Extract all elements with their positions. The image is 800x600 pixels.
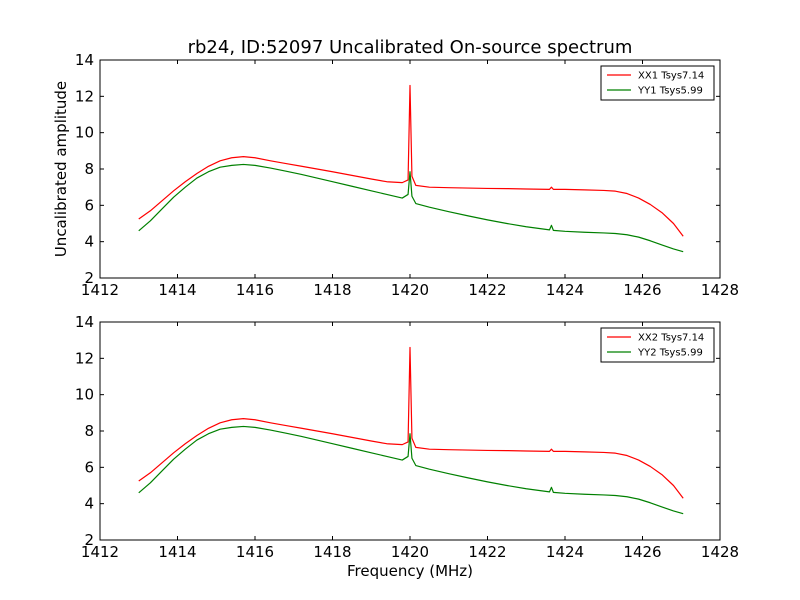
x-tick-label: 1422	[468, 543, 506, 561]
legend: XX2 Tsys7.14 YY2 Tsys5.99	[600, 327, 715, 363]
x-tick-label: 1414	[158, 281, 196, 299]
y-tick-label: 4	[84, 495, 94, 513]
y-tick-label: 6	[84, 458, 94, 476]
y-tick-label: 10	[75, 124, 94, 142]
y-tick-label: 8	[84, 160, 94, 178]
x-tick-label: 1416	[236, 543, 274, 561]
x-tick-label: 1418	[313, 281, 351, 299]
x-tick-label: 1426	[623, 281, 661, 299]
legend-label: XX1 Tsys7.14	[638, 71, 704, 82]
series-line-2-1	[138, 346, 684, 499]
x-tick-label: 1420	[391, 281, 429, 299]
x-tick-label: 1412	[81, 281, 119, 299]
series-line-2-2	[138, 425, 684, 515]
legend: XX1 Tsys7.14 YY1 Tsys5.99	[600, 65, 715, 101]
x-tick-label: 1416	[236, 281, 274, 299]
x-tick-label: 1418	[313, 543, 351, 561]
y-tick-label: 2	[84, 269, 94, 287]
y-axis-label: Uncalibrated amplitude	[52, 81, 70, 257]
y-tick-label: 6	[84, 196, 94, 214]
x-tick-label: 1412	[81, 543, 119, 561]
series-line-1-1	[138, 84, 684, 237]
y-tick-label: 14	[75, 51, 94, 69]
y-tick-label: 2	[84, 531, 94, 549]
legend-label: XX2 Tsys7.14	[638, 333, 704, 344]
y-tick-label: 12	[75, 349, 94, 367]
x-tick-label: 1424	[546, 543, 584, 561]
y-tick-label: 4	[84, 233, 94, 251]
y-tick-label: 12	[75, 87, 94, 105]
legend-label: YY2 Tsys5.99	[637, 348, 703, 359]
y-tick-label: 10	[75, 386, 94, 404]
x-tick-label: 1428	[701, 281, 739, 299]
chart-title: rb24, ID:52097 Uncalibrated On-source sp…	[188, 37, 633, 58]
x-tick-label: 1428	[701, 543, 739, 561]
x-tick-label: 1420	[391, 543, 429, 561]
bottom-spectrum-panel: 1412 1414 1416 1418 1420 1422 1424 1426 14282468…	[75, 313, 739, 561]
top-spectrum-panel: 1412 1414 1416 1418 1420 1422 1424 1426 14282468…	[75, 51, 739, 299]
x-axis-label: Frequency (MHz)	[347, 562, 473, 580]
legend-box	[600, 327, 715, 363]
series-line-1-2	[138, 163, 684, 253]
x-tick-label: 1426	[623, 543, 661, 561]
y-tick-label: 14	[75, 313, 94, 331]
x-tick-label: 1414	[158, 543, 196, 561]
x-tick-label: 1422	[468, 281, 506, 299]
x-tick-label: 1424	[546, 281, 584, 299]
legend-box	[600, 65, 715, 101]
legend-label: YY1 Tsys5.99	[637, 86, 703, 97]
y-tick-label: 8	[84, 422, 94, 440]
